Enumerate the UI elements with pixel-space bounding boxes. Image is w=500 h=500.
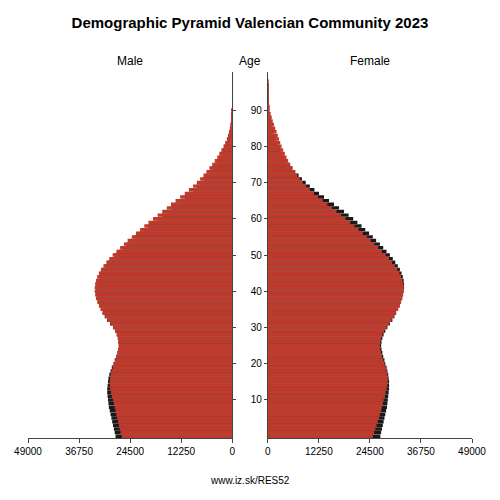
svg-text:www.iz.sk/RES52: www.iz.sk/RES52 — [210, 475, 290, 486]
svg-text:20: 20 — [251, 358, 263, 369]
svg-text:Demographic Pyramid Valencian: Demographic Pyramid Valencian Community … — [72, 14, 429, 31]
svg-text:50: 50 — [251, 250, 263, 261]
svg-text:0: 0 — [265, 446, 271, 457]
svg-text:30: 30 — [251, 322, 263, 333]
svg-text:49000: 49000 — [458, 446, 486, 457]
svg-text:90: 90 — [251, 105, 263, 116]
svg-text:40: 40 — [251, 286, 263, 297]
svg-text:49000: 49000 — [14, 446, 42, 457]
svg-text:24500: 24500 — [116, 446, 144, 457]
svg-text:36750: 36750 — [407, 446, 435, 457]
svg-text:0: 0 — [229, 446, 235, 457]
svg-text:Male: Male — [117, 54, 143, 68]
svg-text:Female: Female — [350, 54, 390, 68]
svg-text:70: 70 — [251, 177, 263, 188]
svg-text:60: 60 — [251, 213, 263, 224]
svg-text:80: 80 — [251, 141, 263, 152]
svg-text:Age: Age — [239, 54, 261, 68]
svg-text:10: 10 — [251, 394, 263, 405]
svg-text:36750: 36750 — [65, 446, 93, 457]
svg-text:12250: 12250 — [305, 446, 333, 457]
svg-text:24500: 24500 — [356, 446, 384, 457]
svg-text:12250: 12250 — [167, 446, 195, 457]
